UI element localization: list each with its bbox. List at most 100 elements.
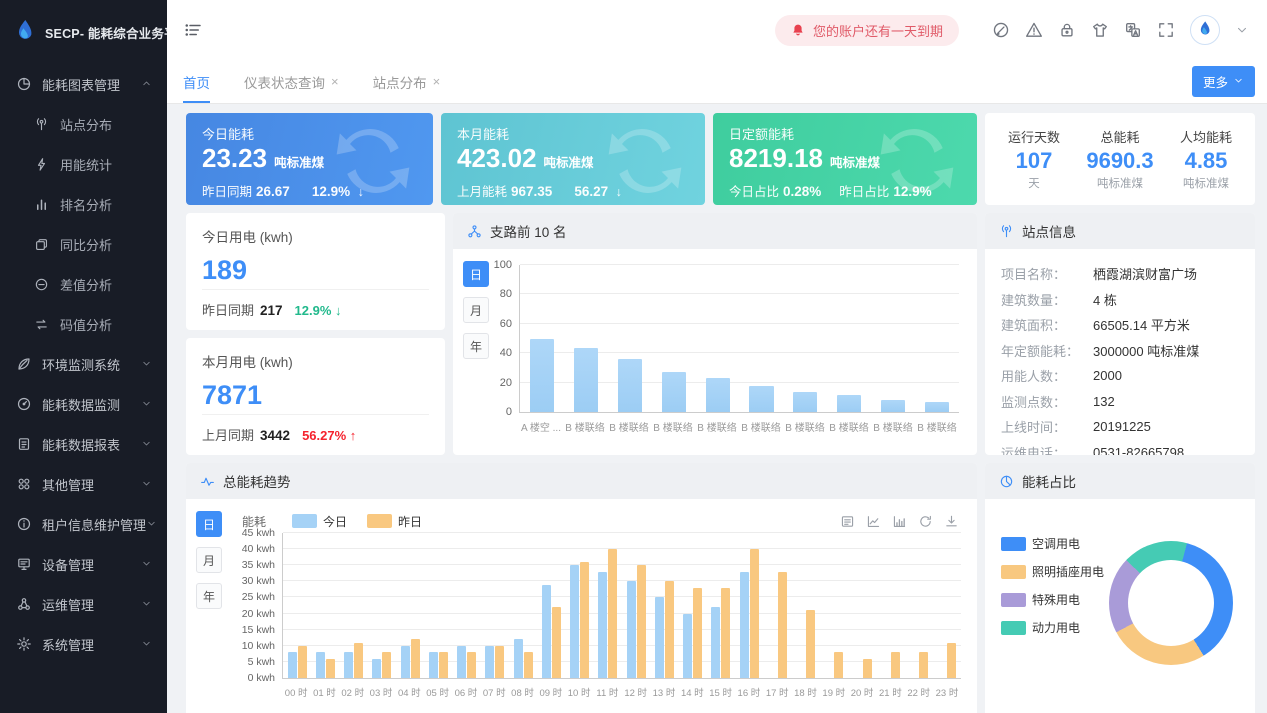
trend-bar-昨日-16 — [749, 549, 759, 678]
trend-period-toggles: 日月年 — [196, 511, 222, 609]
branch-toggle-month[interactable]: 月 — [463, 297, 489, 323]
minus-circle-icon — [34, 276, 50, 292]
x-axis-label-1: 01 时 — [313, 688, 336, 699]
palette-icon[interactable] — [992, 21, 1010, 39]
x-axis-label-9: 09 时 — [539, 688, 563, 699]
bar-slot-3 — [652, 265, 696, 412]
branch-toggle-year[interactable]: 年 — [463, 333, 489, 359]
trend-bar-昨日-9 — [551, 607, 561, 678]
group-slot-20 — [848, 533, 876, 678]
trend-toggle-year[interactable]: 年 — [196, 583, 222, 609]
station-row-2: 建筑面积： 66505.14 平方米 — [1001, 312, 1239, 338]
sidebar-item-6[interactable]: 设备管理 — [0, 544, 167, 584]
collapse-menu-icon[interactable] — [183, 20, 203, 40]
trend-bar-昨日-21 — [890, 652, 900, 678]
legend-swatch — [292, 514, 318, 528]
group-slot-13 — [650, 533, 678, 678]
kpi-footer-value: 12.9% — [893, 184, 932, 199]
chevron-down-icon[interactable] — [1235, 23, 1249, 37]
sidebar-item-0[interactable]: 能耗图表管理 — [0, 64, 167, 104]
translate-icon[interactable] — [1124, 21, 1142, 39]
close-icon[interactable]: × — [331, 74, 339, 89]
trend-toggle-day[interactable]: 日 — [196, 511, 222, 537]
legend-label: 动力用电 — [1032, 621, 1081, 635]
sidebar-item-2[interactable]: 能耗数据监测 — [0, 384, 167, 424]
fullscreen-icon[interactable] — [1157, 21, 1175, 39]
pie-legend-item-照明插座用电[interactable]: 照明插座用电 — [1001, 563, 1104, 580]
branch-toggle-day[interactable]: 日 — [463, 261, 489, 287]
tshirt-icon[interactable] — [1091, 21, 1109, 39]
sidebar-item-4[interactable]: 其他管理 — [0, 464, 167, 504]
account-expiry-alert[interactable]: 您的账户还有一天到期 — [774, 14, 959, 46]
tab-2[interactable]: 站点分布 × — [373, 60, 441, 103]
sidebar-subitem-label: 排名分析 — [60, 197, 113, 213]
station-row-label: 年定额能耗： — [1001, 343, 1080, 359]
group-slot-7 — [481, 533, 509, 678]
sidebar-item-1[interactable]: 环境监测系统 — [0, 344, 167, 384]
more-button[interactable]: 更多 — [1191, 66, 1255, 97]
trend-bar-昨日-11 — [608, 549, 618, 678]
sidebar-subitem-0-4[interactable]: 差值分析 — [0, 264, 167, 304]
trend-bar-昨日-13 — [664, 581, 674, 678]
kpi-row: 今日能耗 23.23 吨标准煤 昨日同期 26.67 12.9% ↓ 本月能耗 423… — [186, 113, 1255, 205]
x-axis-label-8: B 楼联络 — [873, 423, 913, 434]
trend-bar-昨日-17 — [777, 571, 787, 678]
y-axis-tick: 45 kwh — [241, 527, 275, 539]
sidebar-item-label: 设备管理 — [42, 557, 95, 573]
sidebar-item-5[interactable]: 租户信息维护管理 — [0, 504, 167, 544]
legend-item-今日[interactable]: 今日 — [292, 513, 347, 530]
warning-icon[interactable] — [1025, 21, 1043, 39]
pie-legend-item-特殊用电[interactable]: 特殊用电 — [1001, 591, 1104, 608]
branch-bar-3 — [661, 371, 686, 412]
trend-bar-今日-12 — [626, 581, 636, 678]
bar-chart-icon[interactable] — [892, 514, 907, 529]
panel-header: 总能耗趋势 — [186, 463, 977, 499]
kpi-footer: 今日占比 0.28% 昨日占比 12.9% — [729, 181, 961, 200]
legend-item-昨日[interactable]: 昨日 — [367, 513, 422, 530]
sidebar-subitem-label: 码值分析 — [60, 317, 113, 333]
gridline — [283, 548, 961, 550]
app-logo: SECP- 能耗综合业务平台 — [0, 0, 167, 64]
sidebar-item-label: 能耗数据监测 — [42, 397, 121, 413]
refresh-icon[interactable] — [918, 514, 933, 529]
sidebar-item-7[interactable]: 运维管理 — [0, 584, 167, 624]
data-view-icon[interactable] — [840, 514, 855, 529]
tab-1[interactable]: 仪表状态查询 × — [244, 60, 339, 103]
sidebar-subitem-0-0[interactable]: 站点分布 — [0, 104, 167, 144]
sidebar-subitem-0-1[interactable]: 用能统计 — [0, 144, 167, 184]
download-icon[interactable] — [944, 514, 959, 529]
chevron-down-icon — [141, 437, 153, 452]
pie-legend-item-空调用电[interactable]: 空调用电 — [1001, 535, 1104, 552]
app-title: SECP- 能耗综合业务平台 — [45, 26, 167, 41]
close-icon[interactable]: × — [432, 74, 441, 89]
sidebar-item-3[interactable]: 能耗数据报表 — [0, 424, 167, 464]
y-axis-tick: 60 — [499, 317, 512, 330]
sidebar-subitem-0-5[interactable]: 码值分析 — [0, 304, 167, 344]
trend-bar-今日-16 — [739, 571, 749, 678]
trend-toggle-month[interactable]: 月 — [196, 547, 222, 573]
chevron-down-icon — [141, 597, 153, 612]
panel-title: 能耗占比 — [1022, 475, 1076, 490]
trend-bar-今日-7 — [485, 645, 495, 678]
sidebar-subitem-0-3[interactable]: 同比分析 — [0, 224, 167, 264]
sidebar: SECP- 能耗综合业务平台 能耗图表管理站点分布用能统计排名分析同比分析差值分… — [0, 0, 167, 713]
group-slot-23 — [933, 533, 961, 678]
avatar[interactable] — [1190, 15, 1220, 45]
branch-bar-4 — [705, 378, 730, 412]
pie-legend-item-动力用电[interactable]: 动力用电 — [1001, 619, 1104, 636]
network-icon — [467, 224, 482, 239]
chevron-down-icon — [141, 397, 153, 412]
trend-bar-今日-6 — [457, 645, 467, 678]
station-row-value: 2000 — [1093, 368, 1122, 384]
tab-0[interactable]: 首页 — [183, 60, 210, 103]
legend-swatch — [1001, 592, 1026, 607]
branch-bar-1 — [573, 348, 598, 412]
sidebar-subitem-0-2[interactable]: 排名分析 — [0, 184, 167, 224]
y-axis-tick: 100 — [493, 259, 512, 271]
trend-bar-昨日-14 — [693, 587, 703, 678]
sidebar-item-8[interactable]: 系统管理 — [0, 624, 167, 664]
legend-label: 照明插座用电 — [1032, 565, 1105, 579]
legend-label: 昨日 — [398, 514, 423, 529]
lock-icon[interactable] — [1058, 21, 1076, 39]
line-chart-icon[interactable] — [866, 514, 881, 529]
